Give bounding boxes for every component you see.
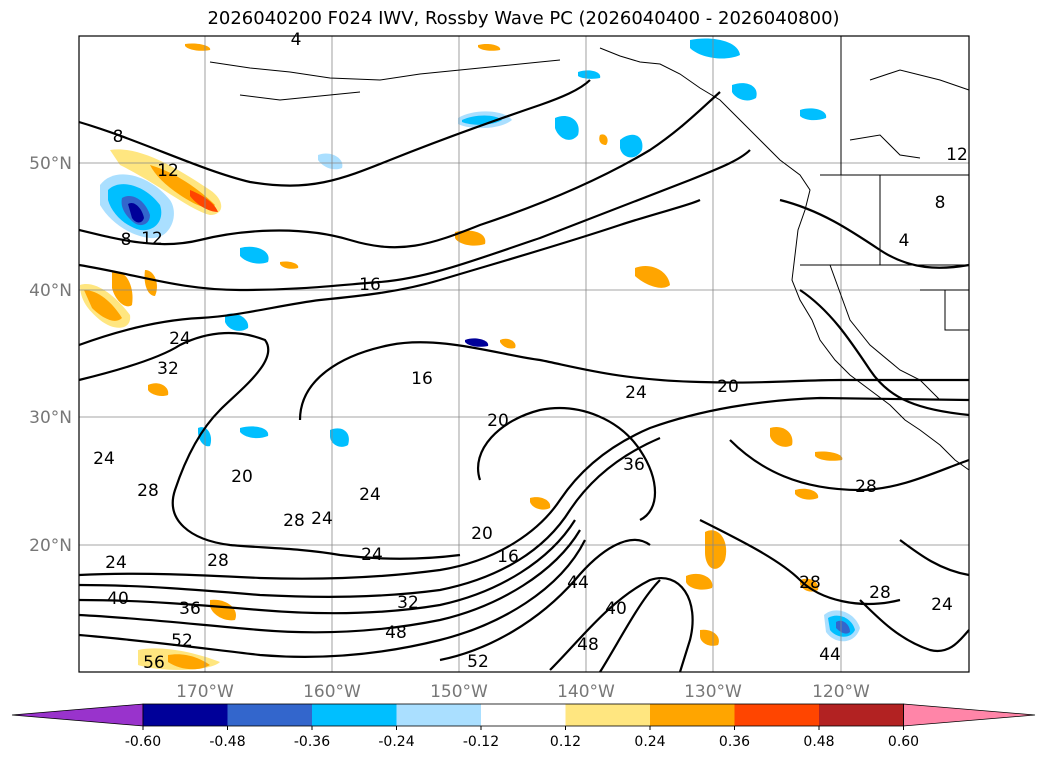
lon-label-120w: 120°W	[812, 682, 870, 702]
contour-label: 44	[567, 573, 589, 593]
colorbar-segment	[312, 704, 397, 726]
figure-title: 2026040200 F024 IWV, Rossby Wave PC (202…	[207, 8, 840, 29]
colorbar-border	[142, 703, 904, 727]
contour-label: 12	[141, 229, 163, 249]
graticule	[79, 36, 969, 672]
contour-label: 28	[799, 573, 821, 593]
contour-label: 12	[157, 161, 179, 181]
colorbar-tick-label: -0.12	[463, 734, 499, 750]
contour-label: 52	[467, 652, 489, 672]
contour-label: 32	[157, 359, 179, 379]
colorbar-segment	[734, 704, 820, 726]
colorbar-extend-max	[903, 703, 1036, 727]
colorbar-segment	[396, 704, 482, 726]
contour-labels: 4 4 8 8 8 12 12 12 16 16 16 20 20 20 20 …	[93, 30, 968, 673]
contour-label: 8	[113, 127, 124, 147]
lat-label-30n: 30°N	[29, 408, 72, 428]
colorbar-tick-label: 0.60	[888, 734, 919, 750]
coastlines	[209, 36, 970, 471]
lon-label-160w: 160°W	[303, 682, 361, 702]
colorbar-segment	[481, 704, 566, 726]
iwv-contours	[78, 79, 970, 673]
latitude-labels: 50°N 40°N 30°N 20°N	[29, 154, 72, 556]
contour-label: 24	[169, 329, 191, 349]
contour-label: 36	[179, 599, 201, 619]
contour-label: 24	[93, 449, 115, 469]
colorbar-tick-label: -0.60	[125, 734, 161, 750]
colorbar-tick-label: -0.48	[209, 734, 245, 750]
contour-label: 8	[935, 193, 946, 213]
contour-label: 56	[143, 653, 165, 673]
contour-label: 4	[899, 231, 910, 251]
contour-label: 52	[171, 631, 193, 651]
contour-label: 28	[283, 511, 305, 531]
lat-label-20n: 20°N	[29, 536, 72, 556]
contour-label: 28	[869, 583, 891, 603]
colorbar-tick-label: -0.24	[378, 734, 414, 750]
contour-label: 48	[577, 635, 599, 655]
contour-label: 12	[946, 145, 968, 165]
lon-label-130w: 130°W	[684, 682, 742, 702]
map-background	[79, 36, 969, 672]
contour-label: 24	[359, 485, 381, 505]
contour-label: 16	[411, 369, 433, 389]
contour-label: 4	[291, 30, 302, 50]
colorbar-tick-label: 0.48	[803, 734, 834, 750]
contour-label: 8	[121, 230, 132, 250]
colorbar-tick-label: 0.36	[719, 734, 750, 750]
colorbar-extend-min	[11, 703, 144, 727]
contour-label: 32	[397, 593, 419, 613]
colorbar-segment	[650, 704, 735, 726]
contour-label: 48	[385, 623, 407, 643]
contour-label: 20	[471, 524, 493, 544]
contour-label: 24	[361, 545, 383, 565]
colorbar-segment	[143, 704, 228, 726]
contour-label: 40	[605, 599, 627, 619]
contour-label: 20	[717, 377, 739, 397]
colorbar-tick-label: 0.24	[634, 734, 665, 750]
contour-label: 24	[105, 553, 127, 573]
contour-label: 16	[497, 547, 519, 567]
contour-label: 20	[231, 467, 253, 487]
lon-label-150w: 150°W	[430, 682, 488, 702]
longitude-labels: 170°W 160°W 150°W 140°W 130°W 120°W	[176, 682, 870, 702]
contour-label: 20	[487, 411, 509, 431]
contour-label: 36	[623, 455, 645, 475]
contour-label: 28	[855, 477, 877, 497]
lon-label-170w: 170°W	[176, 682, 234, 702]
lat-label-40n: 40°N	[29, 281, 72, 301]
contour-label: 28	[137, 481, 159, 501]
contour-label: 24	[311, 509, 333, 529]
lat-label-50n: 50°N	[29, 154, 72, 174]
contour-label: 16	[359, 275, 381, 295]
contour-label: 40	[107, 589, 129, 609]
contour-label: 24	[931, 595, 953, 615]
contour-label: 44	[819, 645, 841, 665]
colorbar-segment	[565, 704, 651, 726]
map-frame	[78, 35, 970, 673]
anomaly-shading	[80, 38, 860, 670]
colorbar-tick-label: -0.36	[294, 734, 330, 750]
colorbar-segment	[227, 704, 313, 726]
colorbar: -0.60 -0.48 -0.36 -0.24 -0.12 0.12 0.24 0.36 0.4…	[11, 703, 1036, 750]
colorbar-segment	[819, 704, 904, 726]
lon-label-140w: 140°W	[557, 682, 615, 702]
colorbar-tick-label: 0.12	[550, 734, 581, 750]
contour-label: 28	[207, 551, 229, 571]
contour-label: 24	[625, 383, 647, 403]
